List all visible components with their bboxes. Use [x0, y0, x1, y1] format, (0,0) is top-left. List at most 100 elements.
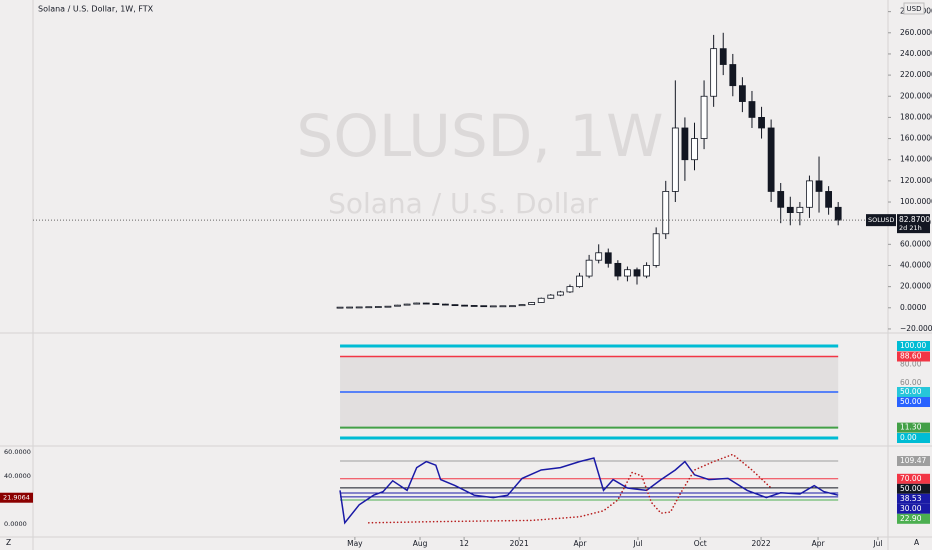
- level-tag-label: 50.00: [900, 484, 922, 493]
- watermark-sub: Solana / U.S. Dollar: [328, 187, 598, 220]
- symbol-title: Solana / U.S. Dollar, 1W, FTX: [38, 5, 154, 14]
- left-tick-label: 40.0000: [4, 472, 31, 480]
- symbol-tag: [866, 214, 896, 227]
- candle-body: [355, 306, 363, 309]
- y-tick-label: −20.0000: [900, 324, 932, 333]
- level-tag-label: 0.00: [900, 433, 917, 442]
- level-tag-label: 11.30: [900, 423, 922, 432]
- candle-body: [384, 305, 392, 308]
- candle-body: [346, 306, 354, 309]
- candle-body: [815, 180, 823, 192]
- candle-body: [442, 303, 449, 306]
- x-tick-label: Jul: [632, 539, 642, 548]
- candle-body: [777, 191, 785, 208]
- candle-body: [786, 206, 794, 213]
- indicator-line: [368, 453, 772, 524]
- candle-body: [834, 206, 842, 221]
- candle-body: [556, 291, 564, 296]
- candle-body: [825, 191, 833, 208]
- candle-body: [767, 127, 775, 192]
- candle-body: [365, 306, 373, 309]
- candle-body: [748, 101, 756, 118]
- y-tick-label: 160.0000: [900, 134, 932, 143]
- level-tag: [897, 433, 930, 444]
- candle-body: [422, 302, 430, 305]
- level-tag: [897, 456, 930, 467]
- level-tag: [897, 387, 930, 398]
- candle-body: [499, 305, 507, 308]
- candle-body: [509, 305, 516, 308]
- candle-body: [451, 304, 459, 307]
- y-tick-label: 60.00: [900, 378, 922, 387]
- candle-body: [633, 269, 641, 277]
- y-tick-label: 40.0000: [900, 260, 931, 269]
- left-value-tag: [0, 492, 33, 503]
- candle-body: [470, 305, 478, 307]
- level-tag-label: 109.47: [900, 456, 926, 465]
- level-tag-label: 38.53: [900, 494, 922, 503]
- candle-body: [700, 95, 708, 139]
- candle-body: [604, 252, 612, 264]
- candle-body: [614, 262, 622, 277]
- level-tag-label: 100.00: [900, 341, 926, 350]
- x-tick-label: Oct: [694, 539, 707, 548]
- candle-body: [719, 48, 727, 65]
- x-tick-label: Apr: [812, 539, 826, 548]
- level-tag-label: 30.00: [900, 504, 922, 513]
- currency-box: [903, 2, 925, 15]
- symbol-tag-label: SOLUSD: [868, 216, 894, 224]
- level-tag: [897, 397, 930, 408]
- level-tag-label: 50.00: [900, 397, 922, 406]
- y-tick-label: 20.0000: [900, 282, 931, 291]
- candle-body: [518, 304, 526, 307]
- left-tick-label: 60.0000: [4, 448, 31, 456]
- currency-label: USD: [907, 5, 922, 13]
- x-tick-label: Aug: [413, 539, 428, 548]
- candle-body: [796, 206, 804, 213]
- level-tag-label: 88.60: [900, 352, 922, 361]
- candle-body: [806, 180, 813, 208]
- candle-body: [537, 297, 545, 303]
- right-corner: A: [914, 538, 920, 547]
- x-tick-label: 12: [459, 539, 469, 548]
- x-tick-label: 2021: [510, 539, 529, 548]
- candle-body: [413, 302, 421, 305]
- left-corner: Z: [6, 538, 11, 547]
- candle-body: [595, 252, 603, 261]
- level-tag: [897, 473, 930, 484]
- level-tag-label: 50.00: [900, 387, 922, 396]
- level-tag: [897, 422, 930, 433]
- candle-body: [394, 304, 401, 307]
- x-tick-label: May: [347, 539, 363, 548]
- left-tick-label: 0.0000: [4, 520, 27, 528]
- candle-body: [758, 117, 765, 129]
- candle-body: [528, 302, 536, 306]
- price-tag: [897, 214, 930, 234]
- candle-body: [566, 286, 574, 293]
- candle-body: [643, 265, 650, 277]
- candle-body: [547, 294, 555, 299]
- watermark: SOLUSD, 1W: [297, 102, 664, 170]
- level-tag: [897, 513, 930, 524]
- candle-body: [662, 191, 670, 235]
- y-tick-label: 60.0000: [900, 239, 931, 248]
- candle-body: [576, 275, 583, 288]
- candle-body: [738, 85, 746, 102]
- y-tick-label: 200.0000: [900, 91, 932, 100]
- y-tick-label: 260.0000: [900, 28, 932, 37]
- candle-body: [585, 259, 593, 277]
- level-tag: [897, 483, 930, 494]
- candle-body: [432, 303, 440, 305]
- y-tick-label: 180.0000: [900, 112, 932, 121]
- candle-body: [729, 64, 737, 87]
- price-tag-label: 82.8700: [899, 215, 930, 224]
- y-tick-label: 100.0000: [900, 197, 932, 206]
- candle-body: [671, 127, 679, 192]
- level-tag: [897, 341, 930, 352]
- x-tick-label: Apr: [574, 539, 588, 548]
- candle-body: [489, 305, 497, 308]
- x-tick-label: Jul: [872, 539, 882, 548]
- candle-body: [624, 269, 631, 277]
- level-tag: [897, 493, 930, 504]
